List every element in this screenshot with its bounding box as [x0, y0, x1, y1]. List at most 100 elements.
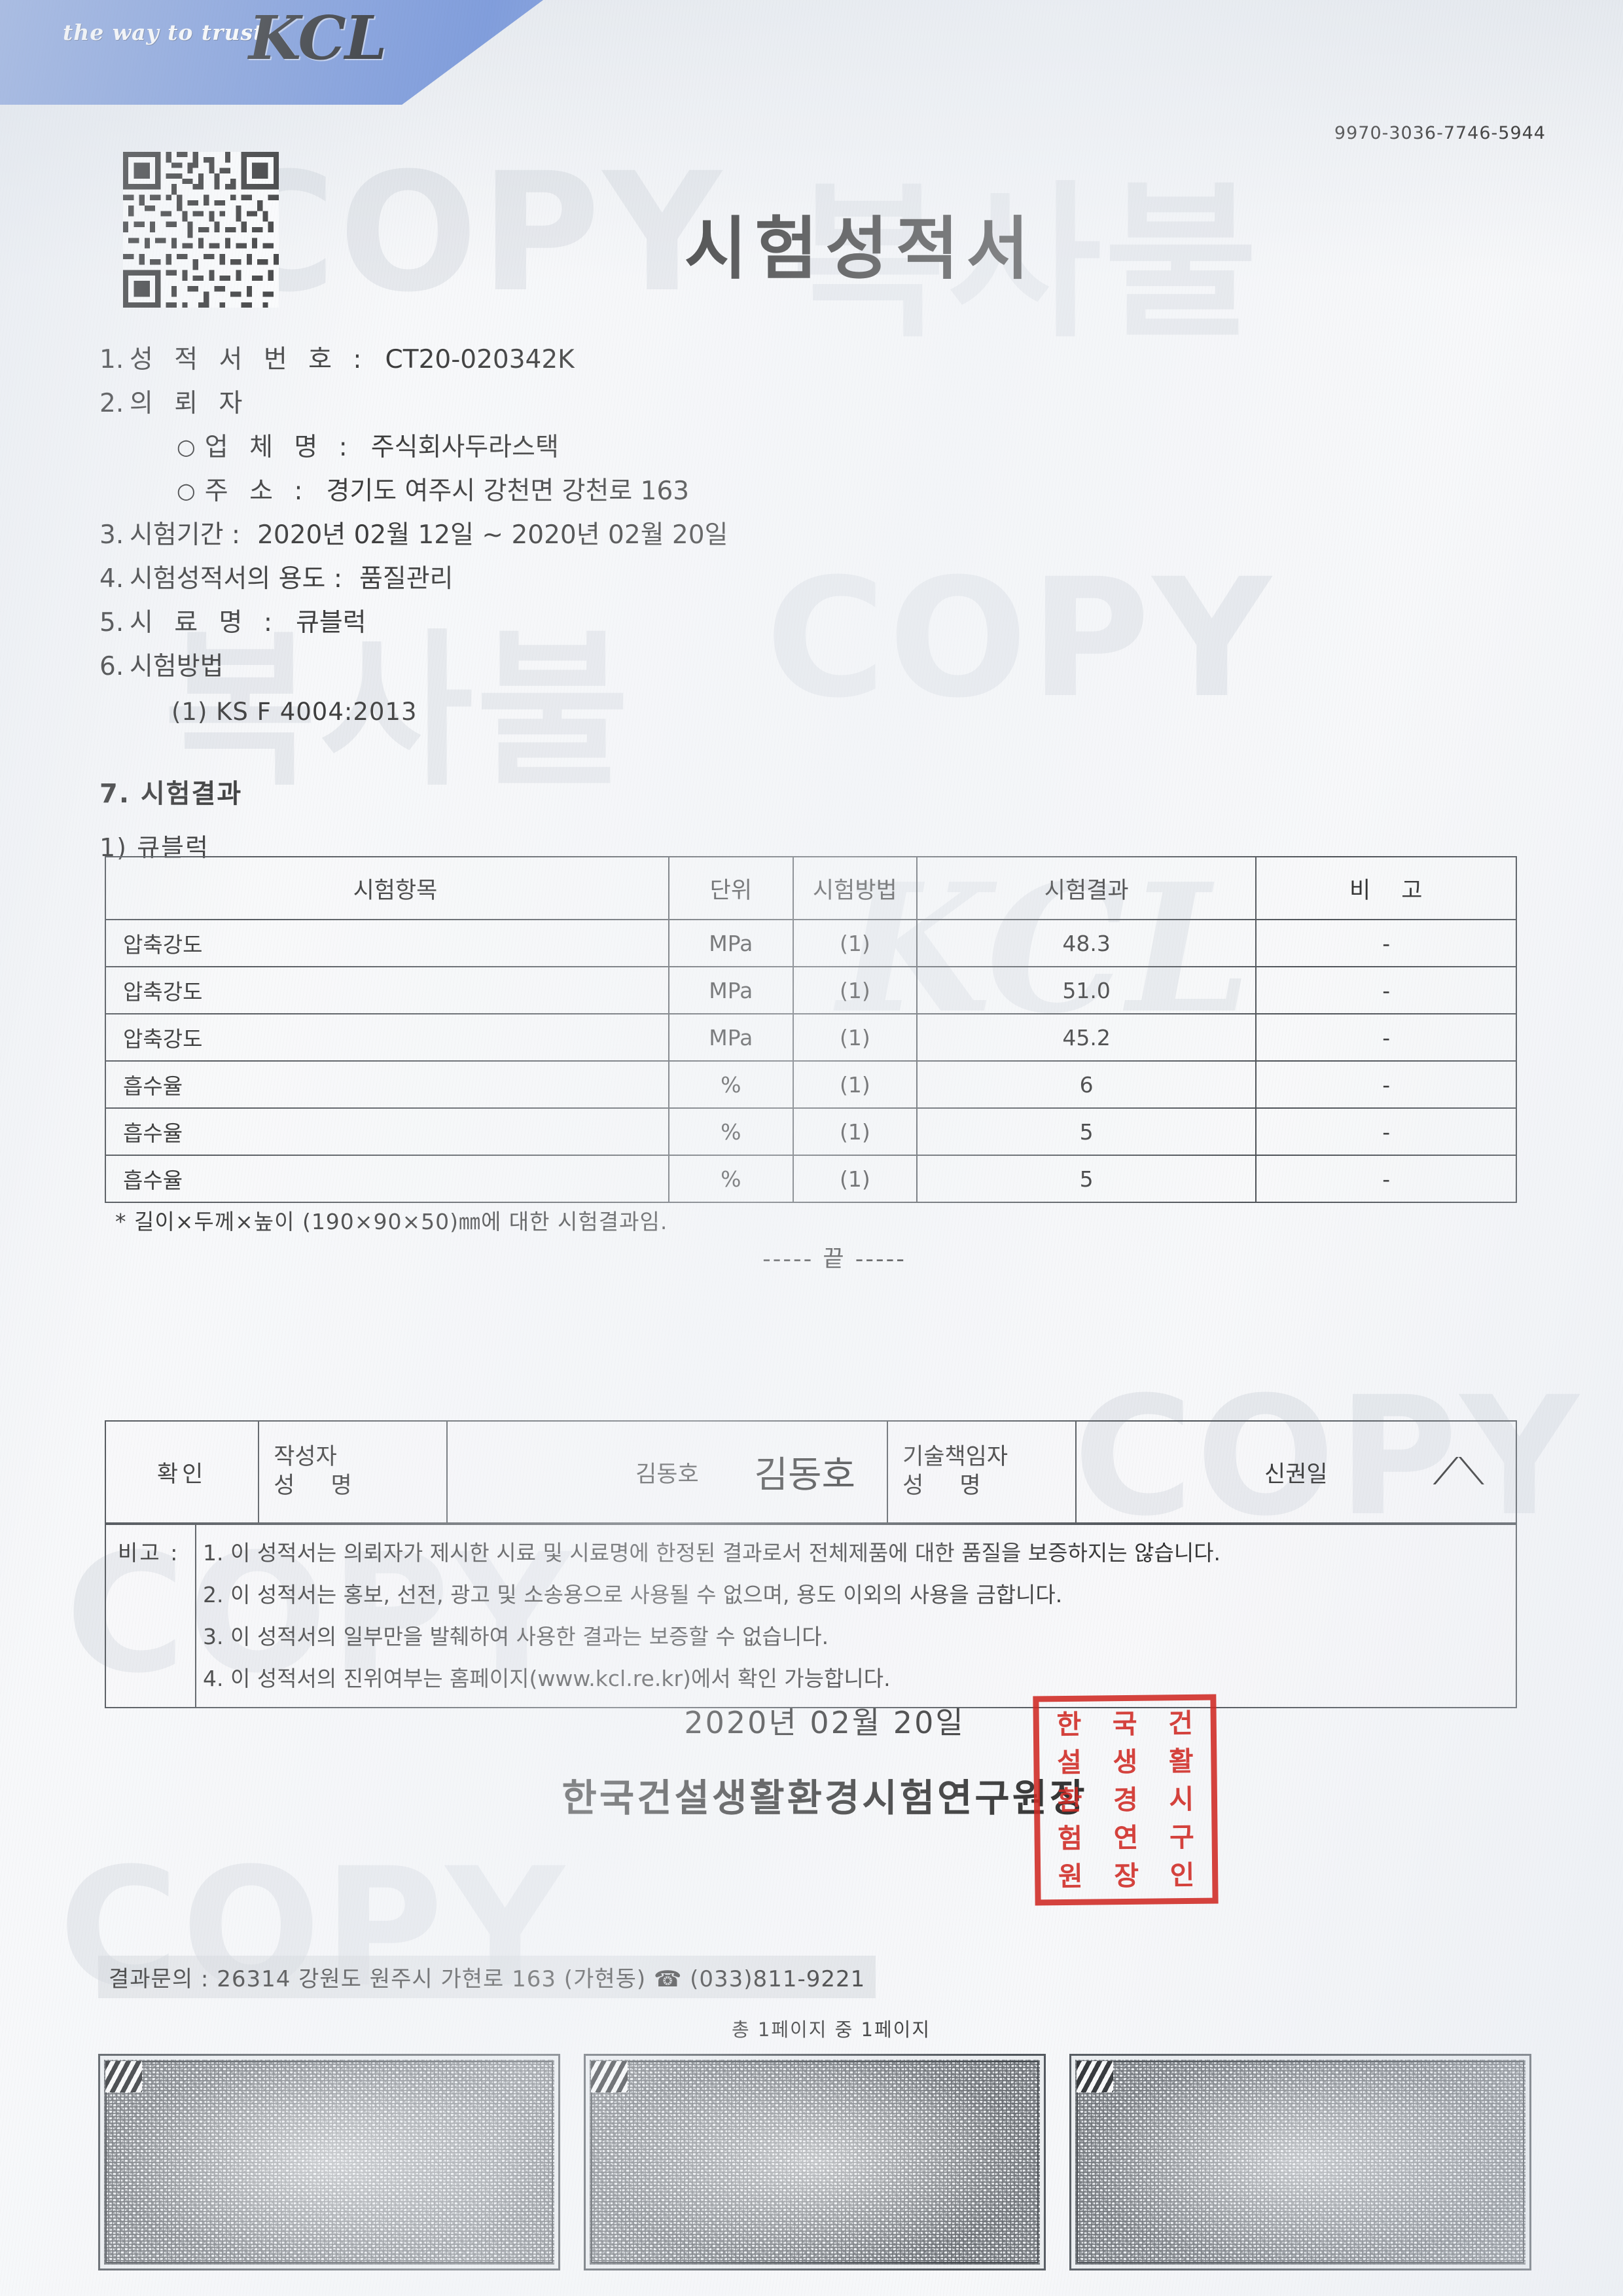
cell-unit: MPa [668, 966, 794, 1014]
table-row: 흡수율 % (1) 5 - [105, 1107, 1517, 1156]
field-value: CT20-020342K [385, 345, 575, 374]
security-barcode-group [98, 2054, 1531, 2270]
seal-char: 경 [1113, 1784, 1139, 1816]
cell-item: 흡수율 [105, 1155, 669, 1203]
seal-char: 환 [1057, 1784, 1082, 1816]
address-value: 경기도 여주시 강천면 강천로 163 [326, 476, 690, 506]
barcode-inner-border [105, 2061, 553, 2263]
field-value: 2020년 02월 12일 ~ 2020년 02월 20일 [257, 520, 728, 550]
issuer-name: 한국건설생활환경시험연구원장 [562, 1776, 1088, 1820]
field-number: 3. [99, 520, 124, 550]
author-role-line2: 성 명 [274, 1473, 366, 1499]
table-row: 압축강도 MPa (1) 51.0 - [105, 966, 1517, 1014]
notes-label: 비고 : [105, 1524, 196, 1708]
cell-unit: MPa [668, 1013, 794, 1062]
field-label: 시험방법 [130, 652, 224, 681]
cell-unit: MPa [668, 919, 794, 967]
table-row: 흡수율 % (1) 6 - [105, 1060, 1517, 1109]
page-indicator: 총 1페이지 중 1페이지 [732, 2018, 931, 2041]
seal-char: 설 [1056, 1746, 1082, 1778]
kcl-header-banner: the way to trust KCL [0, 0, 543, 105]
field-label: 시험성적서의 용도 : [130, 564, 342, 594]
seal-char: 험 [1058, 1822, 1083, 1854]
issue-date: 2020년 02월 20일 [684, 1705, 965, 1740]
note-item: 1. 이 성적서는 의뢰자가 제시한 시료 및 시료명에 한정된 결과로서 전체… [203, 1540, 1221, 1566]
field-value: 큐블럭 [295, 608, 366, 637]
cell-method: (1) [792, 1060, 918, 1109]
cell-method: (1) [792, 1013, 918, 1062]
kcl-logo: KCL [249, 3, 387, 73]
field-label: 성 적 서 번 호 : [130, 345, 368, 374]
end-marker: ----- 끝 ----- [762, 1246, 906, 1272]
brand-tagline: the way to trust [63, 20, 264, 45]
seal-char: 건 [1168, 1707, 1194, 1739]
field-number: 6. [99, 652, 124, 681]
cell-item: 압축강도 [105, 919, 669, 967]
field-number: 4. [99, 564, 124, 594]
field-client: 2. 의 뢰 자 [99, 391, 1539, 416]
barcode-inner-border [1077, 2061, 1524, 2263]
results-footnote: * 길이×두께×높이 (190×90×50)㎜에 대한 시험결과임. [115, 1209, 668, 1234]
note-item: 3. 이 성적서의 일부만을 발췌하여 사용한 결과는 보증할 수 없습니다. [203, 1624, 829, 1649]
signature-table: 확인 작성자 성 명 김동호 김동호 기술책임자 성 명 신권일 ⟋⟍ [104, 1420, 1518, 1524]
field-purpose: 4. 시험성적서의 용도 : 품질관리 [99, 566, 1539, 592]
address-label: 주 소 : [204, 476, 310, 506]
report-fields: 1. 성 적 서 번 호 : CT20-020342K 2. 의 뢰 자 ○ 업 체 명… [99, 347, 1539, 726]
company-value: 주식회사두라스택 [370, 433, 559, 462]
tech-name-cell: 신권일 ⟋⟍ [1075, 1420, 1518, 1524]
cell-unit: % [668, 1155, 794, 1203]
field-test-method: 6. 시험방법 [99, 654, 1539, 679]
cell-item: 흡수율 [105, 1060, 669, 1109]
test-method-item: (1) KS F 4004:2013 [171, 698, 418, 726]
tech-role-line2: 성 명 [902, 1473, 995, 1499]
cell-item: 흡수율 [105, 1107, 669, 1156]
seal-char: 한 [1056, 1708, 1082, 1740]
col-header-method: 시험방법 [792, 856, 918, 920]
cell-result: 5 [916, 1155, 1257, 1203]
col-header-unit: 단위 [668, 856, 794, 920]
author-name: 김동호 [635, 1461, 699, 1488]
tech-role-line1: 기술책임자 [902, 1444, 1008, 1471]
cell-remark: - [1255, 1013, 1517, 1062]
security-barcode [584, 2054, 1046, 2270]
field-label: 시험기간 : [130, 520, 241, 550]
cell-remark: - [1255, 1155, 1517, 1203]
author-role: 작성자 성 명 [258, 1420, 448, 1524]
field-report-number: 1. 성 적 서 번 호 : CT20-020342K [99, 347, 1539, 372]
bullet-circle-icon: ○ [177, 434, 196, 459]
notes-row: 비고 : 1. 이 성적서는 의뢰자가 제시한 시료 및 시료명에 한정된 결과… [105, 1524, 1517, 1708]
cell-item: 압축강도 [105, 1013, 669, 1062]
tech-signature: ⟋⟍ [1433, 1450, 1484, 1493]
note-item: 2. 이 성적서는 홍보, 선전, 광고 및 소송용으로 사용될 수 없으며, … [203, 1582, 1063, 1607]
seal-char: 연 [1113, 1821, 1139, 1854]
field-sample-name: 5. 시 료 명 : 큐블럭 [99, 610, 1539, 636]
results-section-header: 7. 시험결과 1) 큐블럭 [99, 772, 242, 863]
security-barcode [1069, 2054, 1531, 2270]
cell-method: (1) [792, 1155, 918, 1203]
field-number: 2. [99, 389, 124, 418]
signature-section: 확인 작성자 성 명 김동호 김동호 기술책임자 성 명 신권일 ⟋⟍ [104, 1420, 1518, 1708]
cell-result: 51.0 [916, 966, 1257, 1014]
results-title: 7. 시험결과 [99, 779, 243, 809]
field-value: 품질관리 [359, 564, 454, 594]
author-signature: 김동호 [754, 1454, 856, 1497]
barcode-corner-marker-icon [105, 2061, 142, 2092]
field-test-period: 3. 시험기간 : 2020년 02월 12일 ~ 2020년 02월 20일 [99, 522, 1539, 548]
security-barcode [98, 2054, 560, 2270]
table-row: 압축강도 MPa (1) 48.3 - [105, 919, 1517, 967]
author-role-line1: 작성자 [274, 1444, 337, 1471]
barcode-corner-marker-icon [1077, 2061, 1113, 2092]
page-title: 시험성적서 [684, 209, 1037, 289]
seal-char: 생 [1113, 1746, 1138, 1778]
cell-unit: % [668, 1107, 794, 1156]
tech-name: 신권일 [1264, 1461, 1328, 1488]
field-number: 1. [99, 345, 124, 374]
cell-unit: % [668, 1060, 794, 1109]
cell-result: 45.2 [916, 1013, 1257, 1062]
seal-char: 국 [1112, 1708, 1137, 1740]
cell-remark: - [1255, 1107, 1517, 1156]
barcode-corner-marker-icon [591, 2061, 628, 2092]
field-label: 시 료 명 : [130, 608, 279, 637]
cell-result: 5 [916, 1107, 1257, 1156]
bullet-circle-icon: ○ [177, 478, 196, 503]
